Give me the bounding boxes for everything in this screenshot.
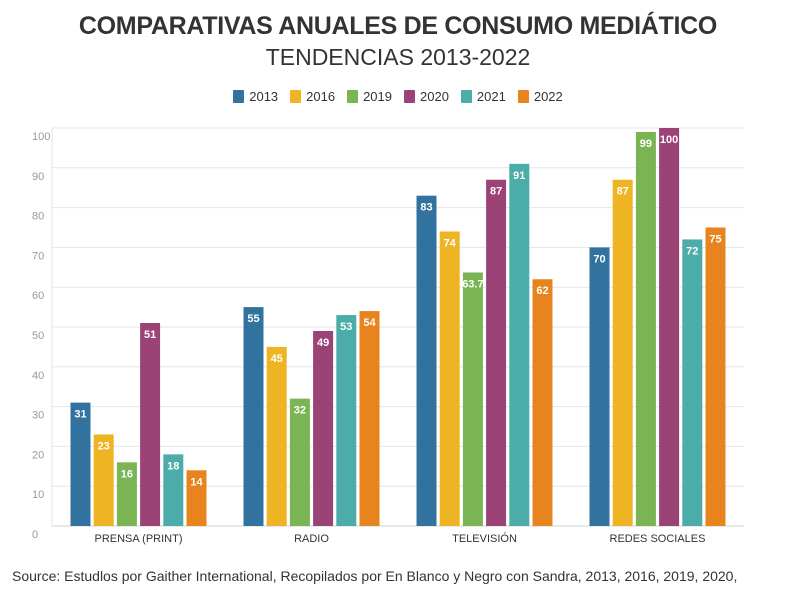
bar-TELEVISIÓN-2022 [532,279,553,526]
bar-RADIO-2020 [313,330,334,526]
legend-label: 2022 [533,89,563,104]
x-tick-label: TELEVISIÓN [452,532,517,545]
legend-item-2020[interactable]: 2020 [404,89,449,104]
bar-PRENSA (PRINT)-2020 [140,323,161,526]
y-tick-label: 20 [32,449,44,461]
data-label: 55 [247,313,259,325]
legend-item-2016[interactable]: 2016 [290,89,335,104]
y-tick-label: 10 [32,489,44,501]
data-label: 31 [74,409,86,421]
legend-label: 2019 [363,89,392,104]
data-label: 49 [317,337,329,349]
y-tick-label: 100 [32,131,50,143]
legend-swatch [404,90,415,103]
data-label: 32 [294,405,306,417]
data-label: 23 [98,440,110,452]
y-tick-label: 40 [32,370,44,382]
legend-swatch [347,90,359,103]
data-label: 74 [444,237,457,249]
legend-swatch [517,90,529,103]
data-label: 91 [513,170,525,182]
bar-TELEVISIÓN-2020 [486,179,507,527]
chart-subtitle: TENDENCIAS 2013-2022 [265,44,531,70]
legend-swatch [290,90,302,103]
y-tick-label: 70 [32,250,44,262]
y-tick-label: 50 [32,330,44,342]
y-tick-label: 0 [32,529,38,541]
y-tick-label: 30 [32,410,44,422]
legend-label: 2021 [476,89,506,104]
data-label: 62 [536,285,548,297]
bar-REDES SOCIALES-2021 [682,239,703,526]
y-tick-label: 80 [32,211,44,223]
bar-TELEVISIÓN-2019 [462,272,483,526]
data-label: 14 [190,476,203,488]
legend-item-2021[interactable]: 2021 [460,89,506,104]
data-label: 16 [121,468,133,480]
data-label: 53 [340,321,352,333]
bar-REDES SOCIALES-2013 [589,247,610,526]
x-tick-label: RADIO [294,533,329,545]
legend-item-2022[interactable]: 2022 [517,89,563,104]
data-label: 83 [420,202,432,214]
bar-TELEVISIÓN-2021 [509,163,530,526]
bar-TELEVISIÓN-2016 [439,231,460,527]
data-label: 100 [660,134,678,146]
x-tick-label: REDES SOCIALES [610,533,706,545]
bar-PRENSA (PRINT)-2016 [93,434,114,526]
data-label: 87 [490,186,502,198]
data-label: 18 [167,460,179,472]
data-label: 54 [363,317,376,329]
bar-REDES SOCIALES-2022 [705,227,726,526]
data-label: 51 [144,329,156,341]
legend-item-2019[interactable]: 2019 [347,89,392,104]
data-label: 99 [640,138,652,150]
data-label: 87 [617,186,629,198]
chart-title: COMPARATIVAS ANUALES DE CONSUMO MEDIÁTIC… [78,12,718,40]
bar-PRENSA (PRINT)-2013 [70,402,91,526]
bar-PRENSA (PRINT)-2022 [186,470,207,526]
data-label: 70 [593,253,605,265]
bar-RADIO-2016 [266,346,287,526]
legend-item-2013[interactable]: 2013 [233,89,278,104]
y-tick-label: 60 [32,290,44,302]
legend-label: 2016 [306,89,336,104]
legend: 2013 2016 2019 2020 2021 2022 [0,89,796,104]
bar-REDES SOCIALES-2019 [635,131,656,527]
data-label: 72 [686,245,698,257]
data-label: 75 [709,234,721,246]
x-tick-label: PRENSA (PRINT) [94,533,182,545]
data-label: 45 [271,353,283,365]
legend-swatch [460,90,472,103]
bar-RADIO-2021 [336,315,357,526]
bar-REDES SOCIALES-2016 [612,179,633,527]
legend-label: 2020 [420,89,449,104]
data-label: 63.7 [462,278,483,290]
y-tick-label: 90 [32,171,44,183]
bar-PRENSA (PRINT)-2021 [163,454,184,526]
bar-TELEVISIÓN-2013 [416,195,437,526]
bar-RADIO-2013 [243,307,264,526]
bar-RADIO-2019 [289,398,310,526]
bar-RADIO-2022 [359,311,380,526]
source-note: Source: Estudlos por Gaither Internation… [12,568,738,584]
legend-label: 2013 [249,89,279,104]
bar-REDES SOCIALES-2020 [659,128,680,526]
bar-PRENSA (PRINT)-2019 [116,462,137,526]
legend-swatch [233,90,245,103]
